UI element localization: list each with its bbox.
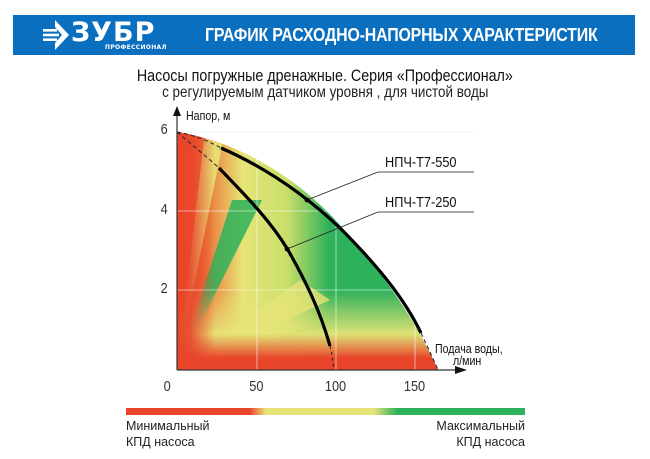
legend-min: Минимальный КПД насоса — [126, 419, 210, 449]
zubr-logo: ЗУБР ПРОФЕССИОНАЛ — [41, 18, 176, 52]
brand-arrow-icon — [43, 20, 69, 50]
x-tick-0: 0 — [163, 378, 171, 395]
x-axis-arrow-icon — [455, 366, 467, 374]
x-tick-100: 100 — [324, 378, 347, 395]
x-axis-label-line1: Подача воды, — [435, 342, 503, 356]
legend-max: Максимальный КПД насоса — [436, 419, 525, 449]
y-tick-6: 6 — [160, 121, 168, 138]
chart-subtitle: с регулируемым датчиком уровня , для чис… — [161, 84, 489, 101]
x-tick-150: 150 — [403, 378, 426, 395]
header-banner: ЗУБР ПРОФЕССИОНАЛ ГРАФИК РАСХОДНО-НАПОРН… — [13, 15, 635, 55]
x-tick-50: 50 — [249, 378, 264, 395]
banner-title: ГРАФИК РАСХОДНО-НАПОРНЫХ ХАРАКТЕРИСТИК — [205, 24, 598, 45]
brand-subtitle: ПРОФЕССИОНАЛ — [105, 44, 167, 51]
x-axis-label-line2: л/мин — [453, 354, 482, 368]
y-tick-4: 4 — [160, 201, 168, 218]
brand-name: ЗУБР — [71, 17, 156, 48]
chart-title: Насосы погружные дренажные. Серия «Профе… — [136, 66, 514, 85]
efficiency-legend-bar — [126, 408, 525, 415]
y-tick-2: 2 — [160, 280, 168, 297]
grid-lines — [177, 118, 475, 370]
series-label-250: НПЧ-Т7-250 — [385, 194, 457, 211]
y-axis-label: Напор, м — [186, 109, 231, 123]
y-axis-arrow-icon — [173, 106, 181, 116]
series-label-550: НПЧ-Т7-550 — [385, 154, 457, 171]
